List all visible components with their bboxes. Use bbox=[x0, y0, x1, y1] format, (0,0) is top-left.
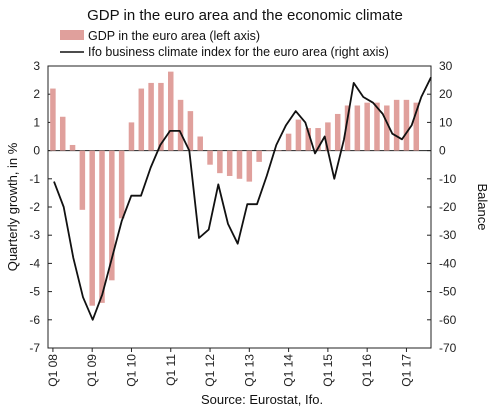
legend-swatch-gdp bbox=[60, 30, 84, 40]
x-axis-tick-label: Q1 14 bbox=[282, 354, 296, 387]
gdp-bar bbox=[109, 150, 115, 281]
gdp-bar bbox=[217, 150, 223, 174]
right-axis-tick-label: 10 bbox=[439, 115, 453, 129]
gdp-bar bbox=[207, 150, 213, 165]
gdp-bar bbox=[118, 150, 125, 219]
gdp-bar bbox=[99, 150, 105, 303]
legend-label-ifo: Ifo business climate index for the euro … bbox=[88, 45, 389, 59]
left-axis-tick-label: -6 bbox=[29, 313, 40, 327]
gdp-bar bbox=[89, 150, 95, 306]
gdp-bar bbox=[315, 128, 321, 151]
gdp-bar bbox=[344, 105, 351, 151]
left-axis-tick-label: 1 bbox=[33, 115, 40, 129]
gdp-bar bbox=[59, 116, 66, 151]
right-axis-tick-label: -10 bbox=[439, 172, 457, 186]
right-axis-title: Balance bbox=[475, 184, 490, 231]
gdp-bar bbox=[79, 150, 86, 210]
gdp-bar bbox=[413, 102, 420, 151]
x-axis-tick-label: Q1 12 bbox=[203, 354, 217, 387]
gdp-bar bbox=[50, 88, 56, 151]
gdp-bar bbox=[148, 82, 154, 151]
gdp-bar bbox=[177, 99, 184, 151]
gdp-bar bbox=[295, 119, 302, 151]
gdp-bar bbox=[158, 82, 164, 151]
left-axis-tick-label: -3 bbox=[29, 228, 40, 242]
gdp-bar bbox=[69, 144, 76, 151]
gdp-bar bbox=[197, 136, 203, 151]
x-axis-tick-label: Q1 10 bbox=[124, 354, 138, 387]
gdp-bar bbox=[138, 88, 145, 151]
gdp-bar bbox=[334, 113, 341, 151]
x-axis-tick-label: Q1 13 bbox=[242, 354, 256, 387]
gdp-bar bbox=[276, 150, 282, 152]
legend-label-gdp: GDP in the euro area (left axis) bbox=[88, 29, 260, 43]
plot-frame bbox=[47, 65, 432, 349]
right-axis-tick-label: -50 bbox=[439, 285, 457, 299]
x-axis-tick-label: Q1 17 bbox=[399, 354, 413, 387]
gdp-bar bbox=[236, 150, 243, 179]
x-axis-tick-label: Q1 11 bbox=[164, 354, 178, 386]
source-note: Source: Eurostat, Ifo. bbox=[201, 392, 323, 407]
left-axis-tick-label: 2 bbox=[33, 87, 40, 101]
gdp-bar bbox=[246, 150, 253, 182]
left-axis-tick-label: -7 bbox=[29, 341, 40, 355]
gdp-bar bbox=[128, 122, 135, 151]
ifo-line bbox=[53, 76, 432, 321]
left-axis-tick-label: -5 bbox=[29, 285, 40, 299]
gdp-bar bbox=[364, 102, 370, 151]
gdp-bar bbox=[325, 122, 331, 151]
left-axis-tick-label: -4 bbox=[29, 256, 40, 270]
x-axis-tick-label: Q1 16 bbox=[360, 354, 374, 387]
plot-area: 3210-1-2-3-4-5-6-73020100-10-20-30-40-50… bbox=[29, 59, 456, 387]
right-axis-tick-label: -60 bbox=[439, 313, 457, 327]
x-axis-tick-label: Q1 09 bbox=[85, 354, 99, 387]
gdp-bar bbox=[403, 99, 410, 151]
gdp-bar bbox=[226, 150, 233, 176]
gdp-bar bbox=[393, 99, 400, 151]
gdp-bar bbox=[168, 71, 174, 151]
right-axis-tick-label: -30 bbox=[439, 228, 457, 242]
gdp-bar bbox=[354, 105, 361, 151]
right-axis-tick-label: -20 bbox=[439, 200, 457, 214]
left-axis-title: Quarterly growth, in % bbox=[5, 142, 20, 271]
right-axis-tick-label: 0 bbox=[439, 144, 446, 158]
gdp-bar bbox=[384, 105, 390, 151]
x-axis-tick-label: Q1 08 bbox=[46, 354, 60, 387]
right-axis-tick-label: 30 bbox=[439, 59, 453, 73]
x-axis-tick-label: Q1 15 bbox=[321, 354, 335, 387]
right-axis-tick-label: -70 bbox=[439, 341, 457, 355]
left-axis-tick-label: -1 bbox=[29, 172, 40, 186]
gdp-bar bbox=[374, 102, 380, 151]
gdp-bar bbox=[187, 111, 194, 151]
left-axis-tick-label: 3 bbox=[33, 59, 40, 73]
left-axis-tick-label: 0 bbox=[33, 144, 40, 158]
gdp-bar bbox=[256, 150, 262, 162]
chart-title: GDP in the euro area and the economic cl… bbox=[87, 7, 403, 24]
gdp-bar bbox=[266, 150, 272, 152]
gdp-bar bbox=[305, 128, 311, 151]
gdp-bar bbox=[285, 133, 292, 151]
right-axis-tick-label: -40 bbox=[439, 256, 457, 270]
right-axis-tick-label: 20 bbox=[439, 87, 453, 101]
left-axis-tick-label: -2 bbox=[29, 200, 40, 214]
